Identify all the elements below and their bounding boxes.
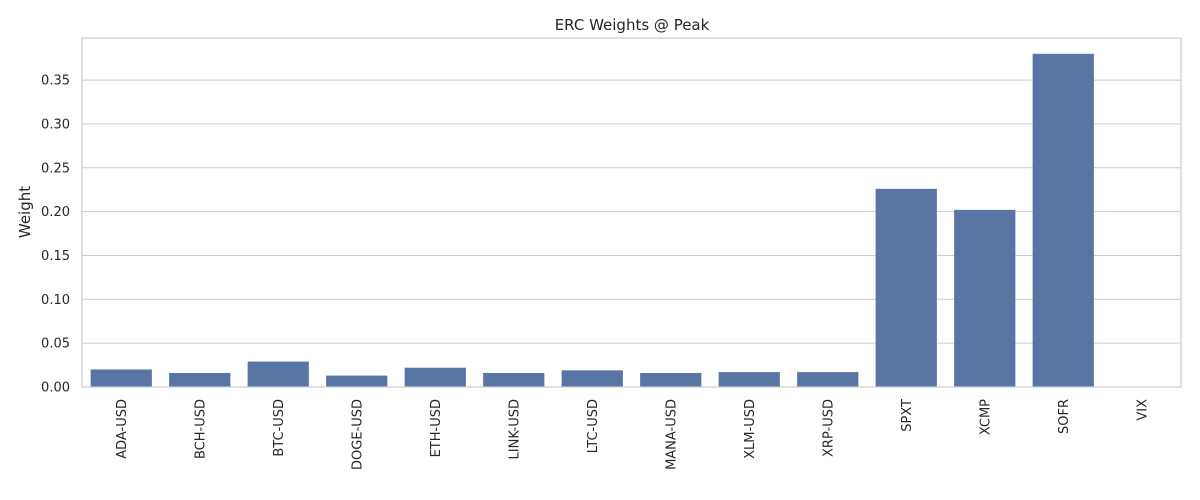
bar-xlm-usd: [718, 372, 780, 387]
y-tick-label: 0.25: [41, 161, 70, 176]
x-tick-label: XCMP: [978, 399, 993, 435]
x-tick-label: SOFR: [1057, 399, 1072, 434]
bar-xrp-usd: [797, 372, 859, 387]
bar-layer: [90, 53, 1094, 387]
x-tick-label: ETH-USD: [429, 399, 444, 457]
plot-frame: [81, 37, 1182, 388]
bar-xcmp: [954, 209, 1016, 387]
x-tick-label: BTC-USD: [272, 399, 287, 457]
bar-ada-usd: [90, 369, 152, 387]
y-tick-label: 0.00: [41, 381, 70, 396]
y-tick-label: 0.15: [41, 249, 70, 264]
x-tick-label: LINK-USD: [507, 399, 522, 459]
y-tick-labels: 0.00 0.05 0.10 0.15 0.20 0.25 0.30 0.35: [41, 74, 70, 396]
bar-ltc-usd: [561, 370, 623, 387]
y-tick-label: 0.30: [41, 117, 70, 132]
bar-mana-usd: [640, 372, 702, 387]
y-tick-label: 0.05: [41, 337, 70, 352]
y-tick-label: 0.35: [41, 74, 70, 89]
bar-spxt: [875, 188, 937, 387]
x-tick-label: SPXT: [900, 399, 915, 432]
y-tick-label: 0.10: [41, 293, 70, 308]
x-tick-labels: ADA-USD BCH-USD BTC-USD DOGE-USD ETH-USD LINK…: [115, 399, 1151, 470]
bar-eth-usd: [404, 367, 466, 387]
x-tick-label: LTC-USD: [586, 399, 601, 453]
x-tick-label: XLM-USD: [743, 399, 758, 459]
y-axis-label: Weight: [16, 186, 34, 238]
bar-bch-usd: [169, 372, 231, 387]
bar-sofr: [1032, 53, 1094, 387]
x-tick-label: DOGE-USD: [350, 399, 365, 470]
x-tick-label: BCH-USD: [193, 399, 208, 459]
bar-btc-usd: [247, 361, 309, 387]
chart-title: ERC Weights @ Peak: [555, 16, 710, 34]
x-tick-label: VIX: [1135, 399, 1150, 421]
x-tick-label: ADA-USD: [115, 399, 130, 459]
y-tick-label: 0.20: [41, 205, 70, 220]
bar-doge-usd: [326, 375, 388, 387]
bar-link-usd: [483, 372, 545, 387]
x-tick-label: MANA-USD: [664, 399, 679, 470]
x-tick-label: XRP-USD: [821, 399, 836, 457]
grid-layer: [82, 79, 1181, 344]
